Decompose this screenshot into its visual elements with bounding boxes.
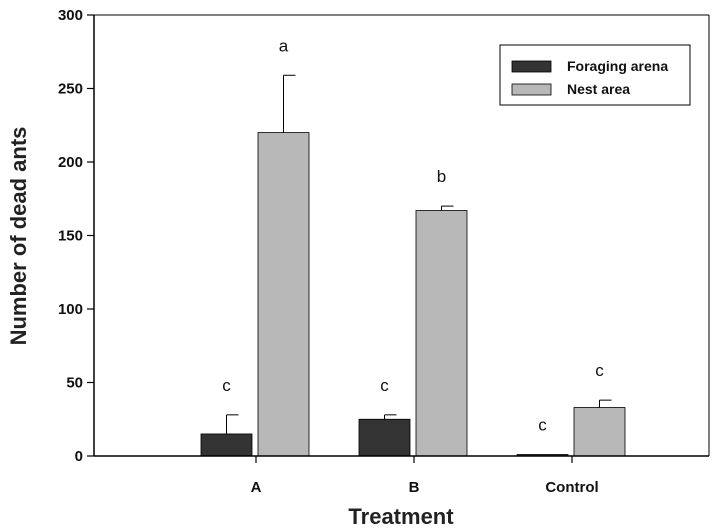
y-tick-label-200: 200 [58, 154, 83, 171]
legend-label-nest: Nest area [567, 81, 630, 97]
bar-series1-cat2 [573, 407, 626, 457]
legend-label-foraging: Foraging arena [567, 58, 668, 74]
significance-label-s1-c2: c [595, 361, 604, 380]
significance-label-s0-c0: c [222, 376, 231, 395]
significance-label-s0-c2: c [538, 416, 547, 435]
y-tick-label-0: 0 [75, 448, 83, 465]
y-axis-title: Number of dead ants [6, 127, 31, 346]
y-tick-label-150: 150 [58, 228, 83, 245]
bar-series0-cat0 [200, 433, 253, 457]
legend: Foraging arena Nest area [499, 44, 691, 106]
legend-swatch-nest [511, 83, 552, 96]
significance-label-s1-c1: b [437, 167, 446, 186]
bar-series1-cat1 [415, 210, 468, 457]
bar-series0-cat1 [358, 418, 411, 457]
x-axis-title: Treatment [348, 504, 454, 529]
bars-layer [200, 74, 626, 457]
x-tick-label-0: A [251, 479, 262, 496]
y-tick-label-300: 300 [58, 7, 83, 24]
significance-label-s0-c1: c [380, 376, 389, 395]
ticks-layer: 0 50 100 150 200 250 300 A B Control [58, 7, 599, 496]
significance-labels-layer: c a c b c c [222, 36, 604, 434]
significance-label-s1-c0: a [279, 36, 289, 55]
bar-series1-cat0 [257, 132, 310, 457]
y-tick-label-50: 50 [66, 375, 83, 392]
y-tick-label-250: 250 [58, 81, 83, 98]
x-tick-label-2: Control [545, 479, 598, 496]
x-tick-label-1: B [409, 479, 420, 496]
legend-swatch-foraging [511, 60, 552, 73]
y-tick-label-100: 100 [58, 301, 83, 318]
